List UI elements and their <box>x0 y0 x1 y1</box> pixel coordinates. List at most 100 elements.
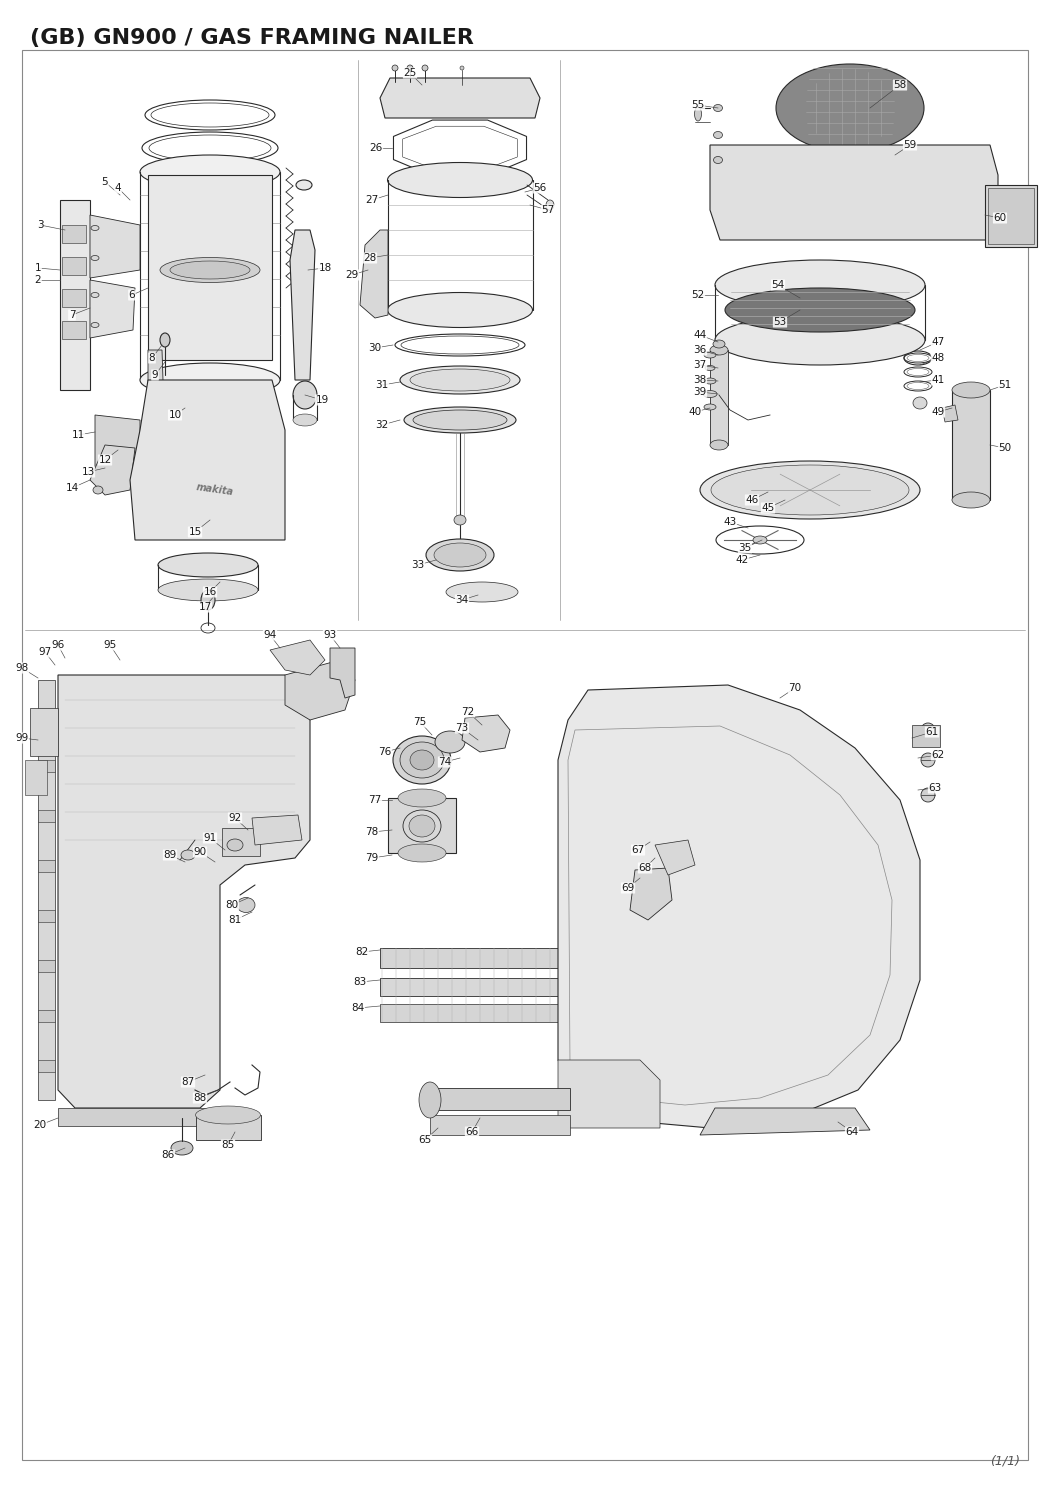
Polygon shape <box>90 446 135 495</box>
Polygon shape <box>655 841 695 875</box>
Bar <box>380 979 608 996</box>
Text: 67: 67 <box>631 845 645 855</box>
Ellipse shape <box>400 742 444 778</box>
Ellipse shape <box>460 65 464 70</box>
Text: 87: 87 <box>182 1077 194 1087</box>
Bar <box>38 959 55 973</box>
Text: 77: 77 <box>369 794 381 805</box>
Bar <box>38 860 55 872</box>
Ellipse shape <box>140 362 280 396</box>
Ellipse shape <box>387 293 532 328</box>
Ellipse shape <box>410 368 510 391</box>
Text: 65: 65 <box>418 1135 432 1145</box>
Text: 3: 3 <box>37 220 43 230</box>
Text: 89: 89 <box>164 849 176 860</box>
Polygon shape <box>148 175 272 359</box>
Ellipse shape <box>724 288 915 333</box>
Ellipse shape <box>694 107 701 120</box>
Ellipse shape <box>715 315 925 365</box>
Text: 53: 53 <box>774 316 786 327</box>
Text: 8: 8 <box>149 353 155 362</box>
Text: 13: 13 <box>82 466 94 477</box>
Polygon shape <box>558 685 920 1129</box>
Ellipse shape <box>398 789 446 806</box>
Text: 83: 83 <box>354 977 366 988</box>
Text: 27: 27 <box>365 195 379 205</box>
Ellipse shape <box>714 156 722 163</box>
Ellipse shape <box>434 544 486 567</box>
Text: 61: 61 <box>925 728 939 737</box>
Ellipse shape <box>704 379 716 385</box>
Text: 41: 41 <box>931 376 945 385</box>
Text: 33: 33 <box>412 560 424 570</box>
Text: 73: 73 <box>456 723 468 734</box>
Text: 69: 69 <box>622 884 634 892</box>
Ellipse shape <box>704 352 716 358</box>
Ellipse shape <box>201 590 215 610</box>
Bar <box>912 725 940 747</box>
Polygon shape <box>290 230 315 380</box>
Polygon shape <box>942 405 958 422</box>
Ellipse shape <box>160 333 170 347</box>
Bar <box>985 186 1037 247</box>
Text: 19: 19 <box>315 395 329 405</box>
Text: 16: 16 <box>204 587 216 597</box>
Text: 9: 9 <box>151 370 159 380</box>
Polygon shape <box>270 640 326 676</box>
Ellipse shape <box>91 226 99 230</box>
Ellipse shape <box>710 440 728 450</box>
Polygon shape <box>285 659 355 720</box>
Text: 39: 39 <box>693 388 707 396</box>
Ellipse shape <box>158 579 258 601</box>
Text: 91: 91 <box>204 833 216 843</box>
Text: 78: 78 <box>365 827 379 838</box>
Ellipse shape <box>700 460 920 518</box>
Ellipse shape <box>410 750 434 771</box>
Text: 14: 14 <box>65 483 79 493</box>
Text: 93: 93 <box>323 630 337 640</box>
Ellipse shape <box>753 536 766 544</box>
Polygon shape <box>90 281 135 339</box>
Text: 66: 66 <box>465 1127 479 1138</box>
Bar <box>62 290 86 307</box>
Polygon shape <box>58 676 310 1108</box>
Text: 76: 76 <box>378 747 392 757</box>
Text: 4: 4 <box>114 183 122 193</box>
Text: 80: 80 <box>226 900 238 910</box>
Bar <box>388 797 456 852</box>
Ellipse shape <box>140 154 280 189</box>
Ellipse shape <box>705 365 715 370</box>
Ellipse shape <box>914 396 927 408</box>
Bar <box>25 760 47 794</box>
Ellipse shape <box>392 65 398 71</box>
Text: 72: 72 <box>461 707 475 717</box>
Text: 47: 47 <box>931 337 945 347</box>
Text: 30: 30 <box>369 343 381 353</box>
Text: 50: 50 <box>999 443 1011 453</box>
Ellipse shape <box>435 731 465 753</box>
Bar <box>710 350 728 446</box>
Text: 64: 64 <box>845 1127 859 1138</box>
Text: 10: 10 <box>168 410 182 420</box>
Polygon shape <box>462 714 510 751</box>
Text: 7: 7 <box>68 310 76 319</box>
Text: 86: 86 <box>162 1149 174 1160</box>
Polygon shape <box>38 680 55 1100</box>
Text: 85: 85 <box>222 1140 234 1149</box>
Text: 98: 98 <box>16 662 28 673</box>
Text: 36: 36 <box>693 345 707 355</box>
Ellipse shape <box>776 64 924 151</box>
Text: 12: 12 <box>99 454 111 465</box>
Text: 97: 97 <box>39 647 51 656</box>
Ellipse shape <box>91 293 99 297</box>
Text: 57: 57 <box>542 205 554 215</box>
Text: 28: 28 <box>363 252 377 263</box>
Ellipse shape <box>711 465 909 515</box>
Polygon shape <box>360 230 388 318</box>
Text: 54: 54 <box>772 281 784 290</box>
Ellipse shape <box>293 414 317 426</box>
Bar <box>38 1060 55 1072</box>
Ellipse shape <box>227 839 243 851</box>
Ellipse shape <box>410 815 435 838</box>
Ellipse shape <box>400 365 520 394</box>
